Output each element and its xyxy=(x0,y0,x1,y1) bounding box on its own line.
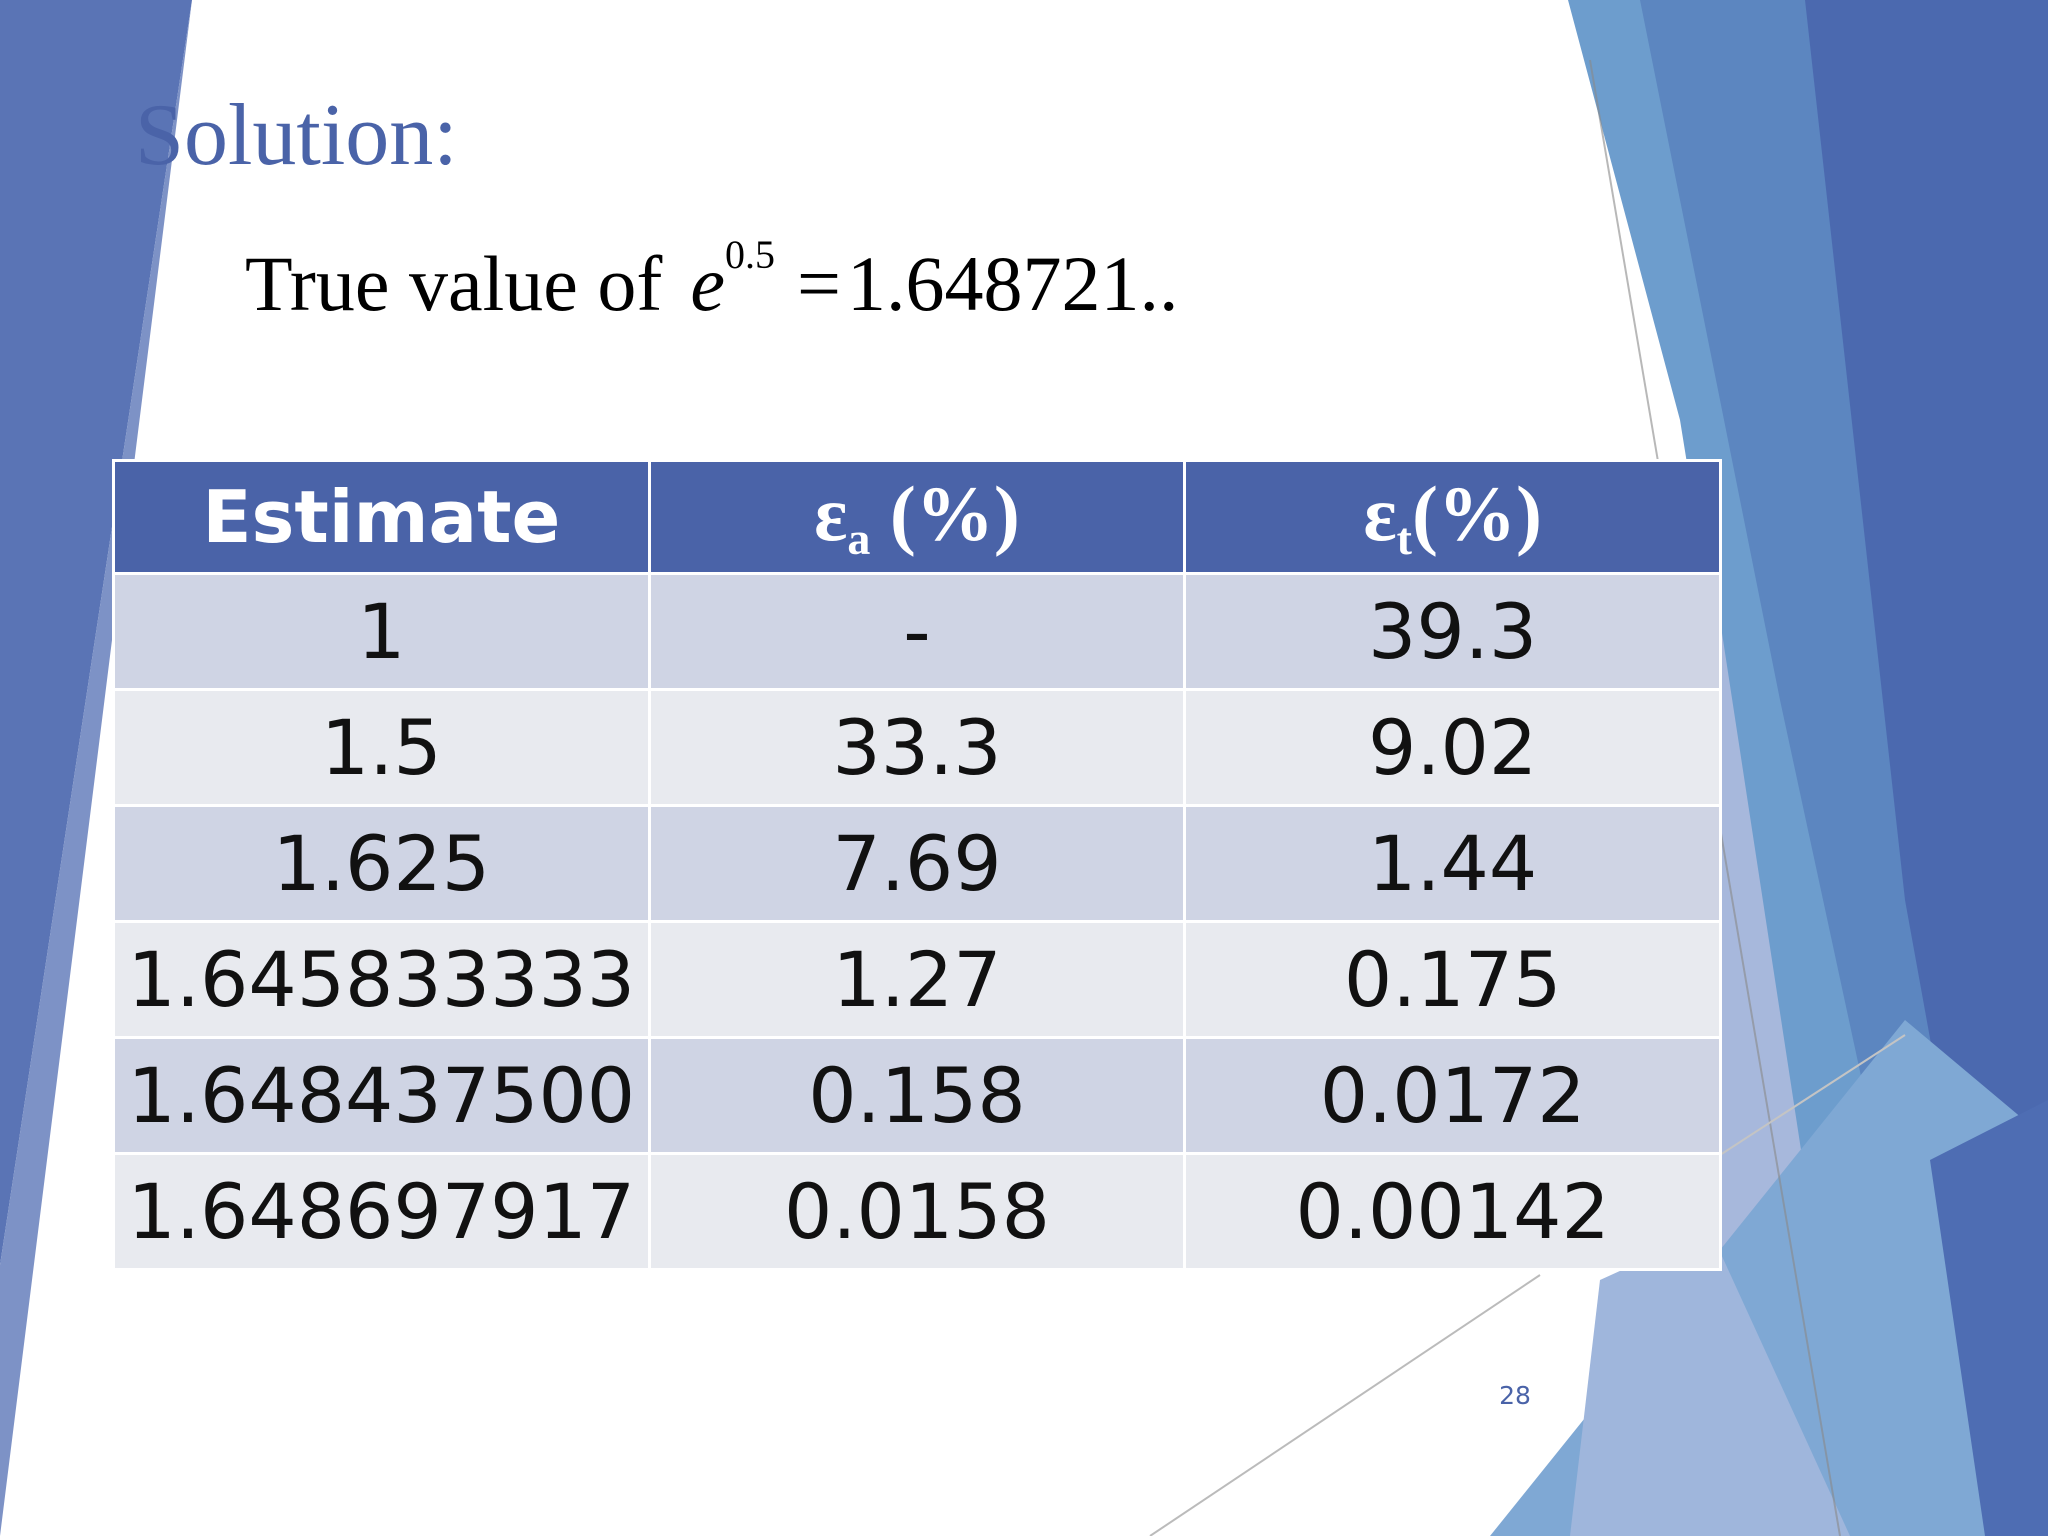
header-approx-error: εa (%) xyxy=(647,459,1187,575)
thin-line-3 xyxy=(1719,1034,1906,1156)
header-approx-error-subscript: a xyxy=(847,513,871,564)
header-true-error-symbol: ε xyxy=(1363,470,1397,557)
equation-variable: e xyxy=(690,240,726,327)
slide-title: Solution: xyxy=(135,87,458,184)
cell-approx-error: 7.69 xyxy=(647,804,1187,923)
cell-estimate: 1.625 xyxy=(112,804,651,923)
cell-approx-error: - xyxy=(647,572,1187,691)
table-row: 1 - 39.3 xyxy=(112,572,1722,691)
page-number: 28 xyxy=(1499,1381,1531,1410)
cell-true-error: 0.00142 xyxy=(1183,1152,1722,1271)
bottom-shape-b xyxy=(1570,1230,1850,1536)
cell-estimate: 1.5 xyxy=(112,688,651,807)
thin-line-2 xyxy=(1149,1274,1541,1536)
cell-estimate: 1.648437500 xyxy=(112,1036,651,1155)
table-header-row: Estimate εa (%) εt(%) xyxy=(112,459,1722,575)
true-value-equation: True value of e0.5 =1.648721.. xyxy=(245,235,1179,323)
cell-estimate: 1.645833333 xyxy=(112,920,651,1039)
table-row: 1.645833333 1.27 0.175 xyxy=(112,920,1722,1039)
cell-true-error: 1.44 xyxy=(1183,804,1722,923)
equation-label: True value of xyxy=(245,240,663,327)
cell-approx-error: 1.27 xyxy=(647,920,1187,1039)
table-row: 1.648697917 0.0158 0.00142 xyxy=(112,1152,1722,1271)
header-true-error-subscript: t xyxy=(1396,513,1412,564)
cell-approx-error: 33.3 xyxy=(647,688,1187,807)
equation-value: 1.648721.. xyxy=(847,240,1179,327)
equation-equals: = xyxy=(797,240,842,327)
cell-approx-error: 0.0158 xyxy=(647,1152,1187,1271)
cell-approx-error: 0.158 xyxy=(647,1036,1187,1155)
table-row: 1.5 33.3 9.02 xyxy=(112,688,1722,807)
header-approx-error-symbol: ε xyxy=(814,470,848,557)
header-true-error-unit: (%) xyxy=(1412,470,1542,557)
table-row: 1.625 7.69 1.44 xyxy=(112,804,1722,923)
header-true-error: εt(%) xyxy=(1183,459,1722,575)
cell-estimate: 1 xyxy=(112,572,651,691)
header-estimate: Estimate xyxy=(112,459,651,575)
cell-true-error: 39.3 xyxy=(1183,572,1722,691)
table-row: 1.648437500 0.158 0.0172 xyxy=(112,1036,1722,1155)
cell-true-error: 0.175 xyxy=(1183,920,1722,1039)
cell-true-error: 0.0172 xyxy=(1183,1036,1722,1155)
error-table: Estimate εa (%) εt(%) 1 - 39.3 1.5 33.3 … xyxy=(112,459,1722,1271)
cell-true-error: 9.02 xyxy=(1183,688,1722,807)
left-shape-light xyxy=(0,0,192,1536)
equation-exponent: 0.5 xyxy=(725,232,776,277)
bottom-shape-c xyxy=(1930,1100,2048,1536)
cell-estimate: 1.648697917 xyxy=(112,1152,651,1271)
header-approx-error-unit: (%) xyxy=(870,470,1020,557)
